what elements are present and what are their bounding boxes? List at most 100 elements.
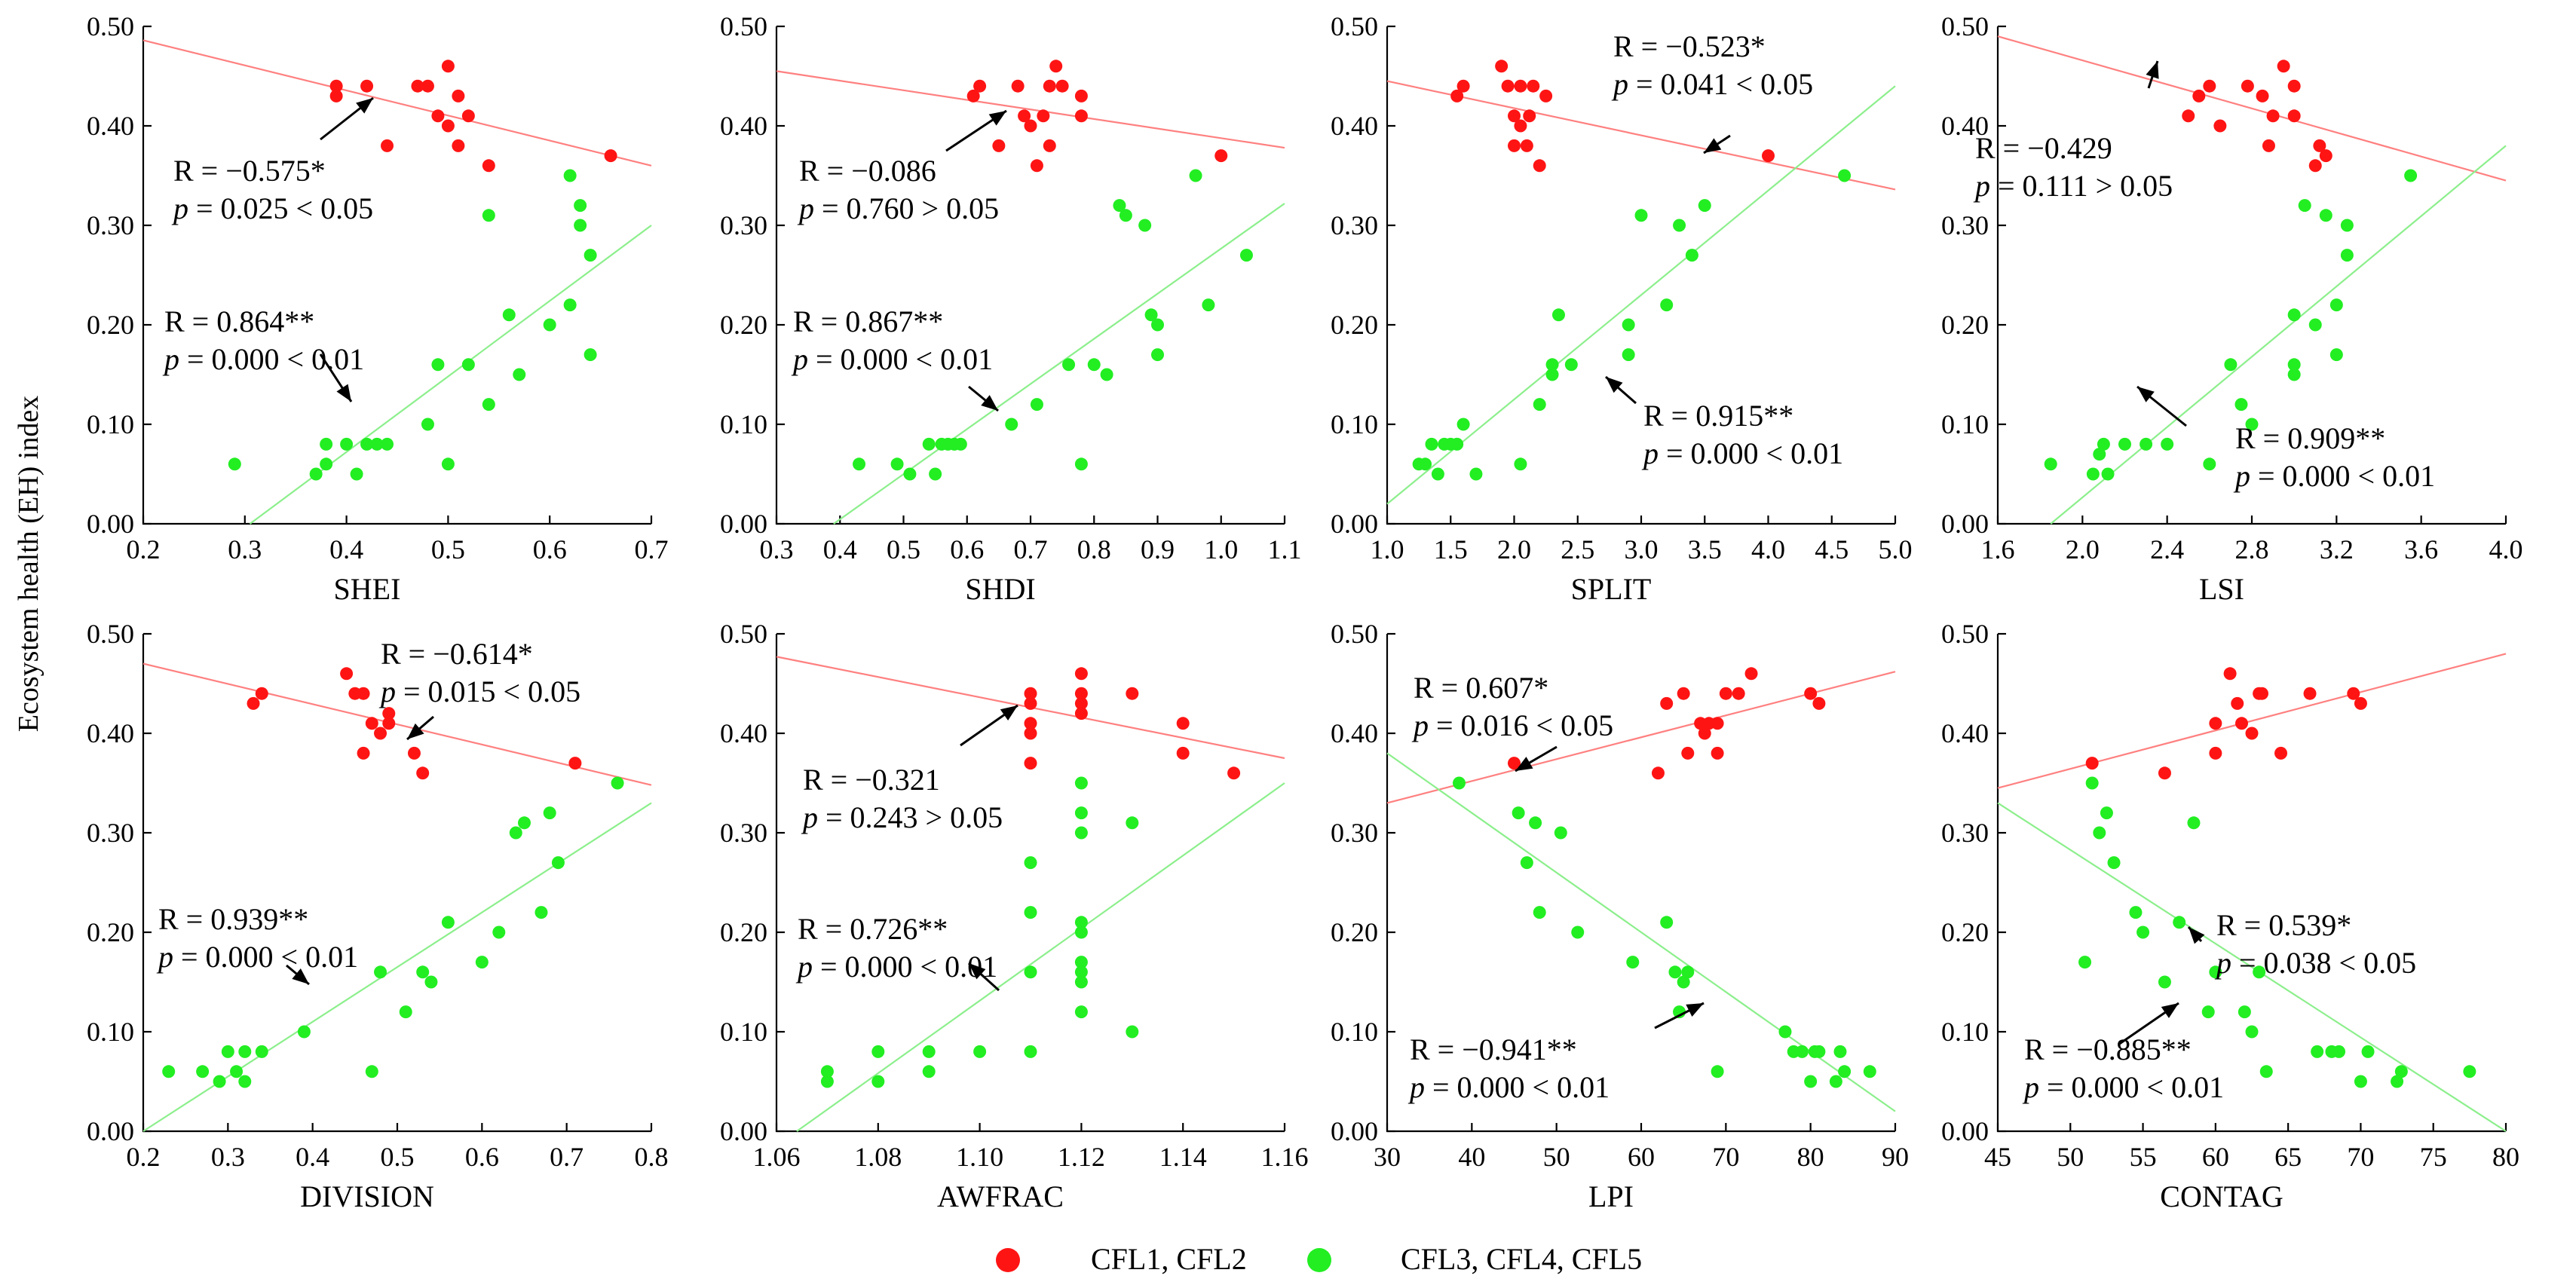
red-stats-arrow-head (356, 98, 373, 114)
y-tick-label: 0.50 (87, 619, 134, 649)
green-point (2224, 358, 2238, 372)
red-point (2354, 696, 2367, 710)
x-tick-label: 1.0 (1204, 534, 1238, 564)
red-point (2235, 717, 2249, 730)
red-point (255, 687, 268, 700)
green-point (1698, 199, 1711, 213)
green-point (1144, 308, 1158, 322)
x-tick-label: 80 (1797, 1142, 1824, 1172)
green-point (2093, 448, 2106, 461)
legend-red-label: CFL1, CFL2 (1091, 1242, 1247, 1276)
y-tick-label: 0.20 (1941, 310, 1989, 340)
x-tick-label: 65 (2274, 1142, 2302, 1172)
x-tick-label: 2.0 (1497, 534, 1531, 564)
x-tick-label: 5.0 (1879, 534, 1913, 564)
y-tick-label: 0.20 (87, 310, 134, 340)
red-point (1677, 687, 1690, 700)
x-tick-label: 60 (2202, 1142, 2229, 1172)
y-tick-label: 0.40 (720, 111, 767, 141)
green-stats-r: R = 0.867** (793, 304, 943, 338)
green-point (1074, 826, 1088, 840)
green-point (1833, 1045, 1847, 1058)
red-point (1762, 149, 1775, 163)
red-point (1698, 727, 1711, 740)
x-tick-label: 1.1 (1268, 534, 1302, 564)
x-tick-label: 0.8 (635, 1142, 669, 1172)
green-stats-arrow-head (2137, 387, 2155, 402)
red-point (966, 89, 980, 102)
green-point (2259, 1065, 2273, 1078)
red-point (360, 79, 374, 93)
y-tick-label: 0.10 (720, 1017, 767, 1047)
red-point (1520, 139, 1533, 152)
green-point (320, 437, 333, 451)
legend-red-marker (996, 1248, 1020, 1272)
green-point (574, 219, 587, 232)
green-point (2140, 437, 2153, 451)
green-point (2097, 437, 2110, 451)
red-stats-p: p = 0.111 > 0.05 (1973, 169, 2173, 203)
green-point (2319, 209, 2332, 222)
y-tick-label: 0.40 (1331, 111, 1378, 141)
x-tick-label: 0.7 (1014, 534, 1048, 564)
green-point (1533, 398, 1546, 411)
green-point (221, 1045, 234, 1058)
x-tick-label: 0.7 (550, 1142, 584, 1172)
green-stats-r: R = 0.864** (164, 304, 314, 338)
y-tick-label: 0.10 (1941, 1017, 1989, 1047)
red-point (1660, 696, 1674, 710)
red-point (2313, 139, 2326, 152)
green-point (2187, 816, 2201, 830)
green-point (1138, 219, 1152, 232)
green-point (482, 398, 495, 411)
x-tick-label: 2.0 (2066, 534, 2100, 564)
x-tick-label: 0.3 (228, 534, 262, 564)
green-point (421, 418, 434, 431)
y-tick-label: 0.20 (1941, 917, 1989, 947)
green-point (1529, 816, 1542, 830)
red-point (1024, 696, 1037, 710)
red-stats-r: R = −0.086 (799, 154, 936, 188)
red-point (2213, 119, 2227, 133)
red-fit-line (1386, 80, 1896, 191)
green-point (1074, 975, 1088, 989)
y-tick-label: 0.30 (1941, 818, 1989, 848)
y-tick-label: 0.30 (87, 210, 134, 240)
red-point (1812, 696, 1826, 710)
green-point (518, 816, 531, 830)
y-tick-label: 0.40 (720, 718, 767, 748)
green-point (2173, 916, 2186, 929)
green-point (1571, 925, 1585, 939)
red-point (568, 757, 582, 770)
red-point (461, 109, 475, 123)
green-point (1074, 457, 1088, 471)
green-point (584, 348, 597, 362)
x-tick-label: 0.3 (760, 534, 794, 564)
x-tick-label: 70 (2347, 1142, 2374, 1172)
x-tick-label: 0.6 (465, 1142, 499, 1172)
x-tick-label: 1.14 (1159, 1142, 1207, 1172)
green-point (1711, 1065, 1724, 1078)
green-point (1681, 965, 1695, 979)
green-point (1087, 358, 1101, 372)
x-tick-label: 3.5 (1688, 534, 1722, 564)
green-point (2093, 826, 2106, 840)
y-tick-label: 0.40 (1941, 718, 1989, 748)
x-tick-label: 30 (1374, 1142, 1401, 1172)
x-tick-label: 1.6 (1981, 534, 2015, 564)
green-point (1554, 826, 1567, 840)
y-tick-label: 0.00 (1331, 509, 1378, 539)
red-point (1126, 687, 1139, 700)
red-point (2274, 746, 2288, 760)
red-point (2158, 766, 2171, 780)
red-point (2287, 79, 2301, 93)
x-tick-label: 1.5 (1434, 534, 1468, 564)
green-fit-line (2050, 145, 2507, 525)
green-point (2129, 906, 2143, 919)
red-point (1711, 717, 1724, 730)
red-point (1508, 757, 1521, 770)
red-stats-r: R = −0.575* (173, 154, 326, 188)
green-point (2308, 318, 2322, 332)
red-point (2223, 667, 2237, 681)
